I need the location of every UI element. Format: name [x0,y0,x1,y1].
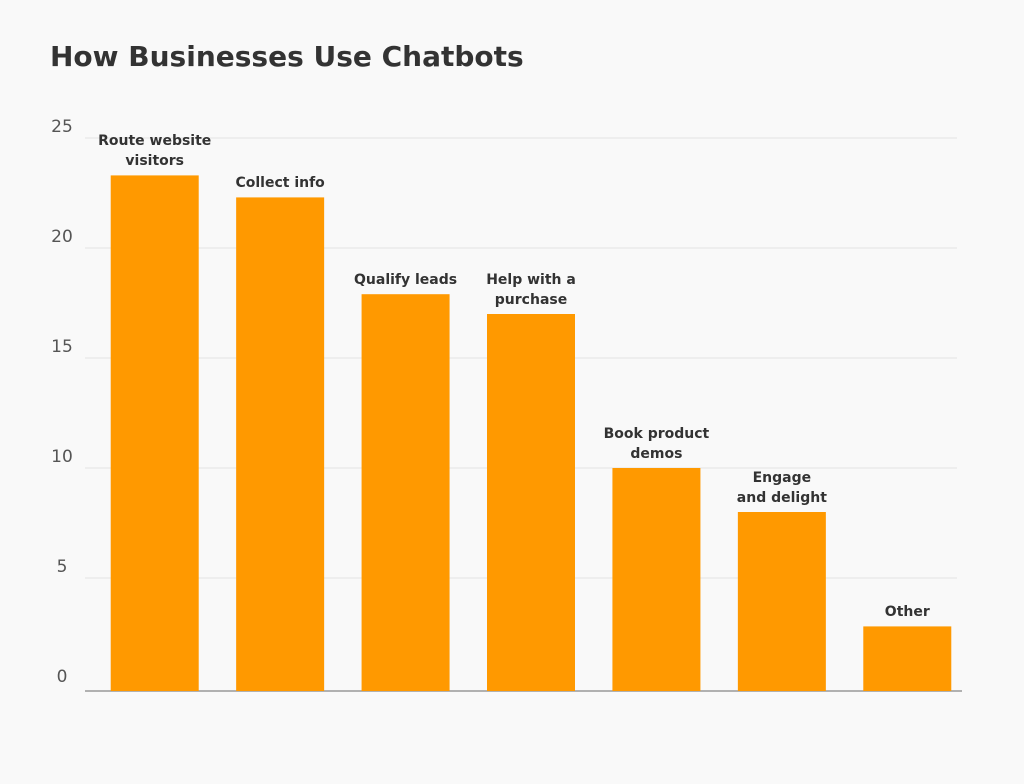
y-tick-label: 15 [51,337,73,357]
y-tick-label: 0 [57,667,68,687]
category-label: Collect info [235,175,325,192]
category-label: Other [884,604,930,621]
y-tick-label: 25 [51,117,73,137]
bar [487,314,575,691]
bar [236,197,325,691]
y-tick-label: 5 [57,557,68,577]
chart-title: How Businesses Use Chatbots [50,40,524,73]
bar [737,512,826,691]
category-label: Qualify leads [354,272,458,289]
category-label: Engage and delight [736,470,827,506]
y-tick-label: 10 [51,447,73,467]
bar [361,294,450,691]
bar [110,175,199,691]
category-label: Help with a purchase [486,272,576,308]
category-label: Route website visitors [98,133,212,170]
y-tick-label: 20 [51,227,73,247]
bar [612,468,701,691]
bar [863,626,952,691]
category-label: Book product demos [603,426,710,462]
